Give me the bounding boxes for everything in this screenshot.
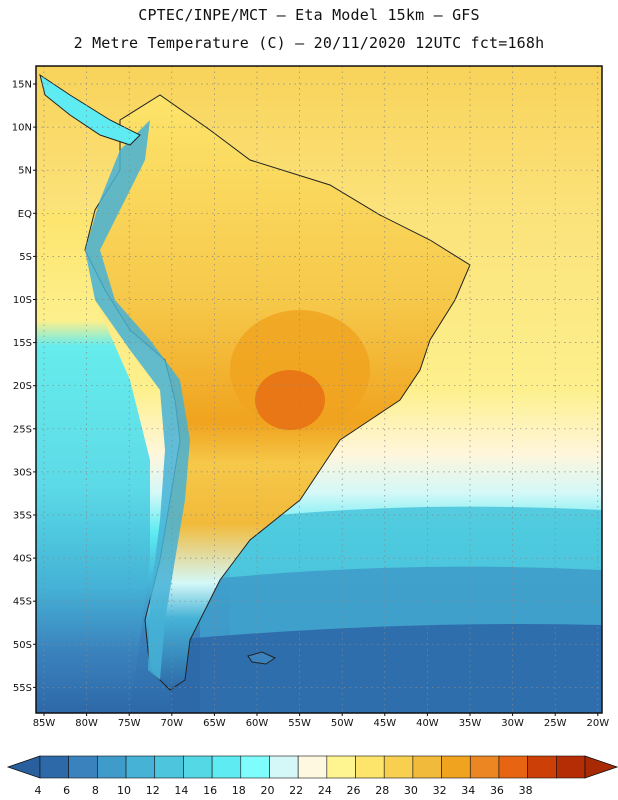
lon-label: 50W [331,718,354,729]
lat-label: 40S [13,554,32,565]
lon-label: 75W [118,718,141,729]
colorbar-label: 34 [461,784,475,797]
colorbar-swatch [469,755,500,779]
colorbar-label: 8 [92,784,99,797]
colorbar-label: 10 [117,784,131,797]
colorbar-label: 6 [63,784,70,797]
map-title: CPTEC/INPE/MCT – Eta Model 15km – GFS [138,6,480,24]
lat-label: 45S [13,597,32,608]
colorbar-label: 22 [289,784,303,797]
lat-label: 15S [13,338,32,349]
colorbar-swatch [183,755,213,779]
colorbar-label: 14 [174,784,188,797]
colorbar-swatch [125,755,156,779]
colorbar-label: 30 [404,784,418,797]
colorbar-swatch [498,755,528,779]
colorbar-swatch [326,755,356,779]
lon-label: 35W [459,718,482,729]
longitude-axis: 85W 80W 75W 70W 65W 60W 55W 50W 45W 40W 35W 30W 25W 2… [33,713,609,729]
colorbar-label: 18 [232,784,246,797]
lon-label: 85W [33,718,56,729]
lat-label: 10S [13,295,32,306]
map-subtitle: 2 Metre Temperature (C) – 20/11/2020 12U… [73,34,545,52]
colorbar-swatch [97,755,127,779]
colorbar-swatch [211,755,242,779]
lon-label: 80W [75,718,98,729]
lat-label: 35S [13,511,32,522]
lat-label: 30S [13,467,32,478]
lon-label: 45W [373,718,396,729]
colorbar-label: 20 [260,784,274,797]
colorbar-label: 36 [490,784,504,797]
colorbar-swatch [441,755,471,779]
lat-label: 15N [12,80,32,91]
lat-label: 25S [13,424,32,435]
colorbar-label: 12 [146,784,160,797]
lon-label: 40W [416,718,439,729]
colorbar-label: 38 [519,784,533,797]
colorbar-swatch [297,755,328,779]
colorbar-label: 26 [347,784,361,797]
lat-label: EQ [18,209,32,220]
lon-label: 65W [203,718,226,729]
colorbar-swatch [556,755,586,779]
lon-label: 20W [586,718,609,729]
colorbar-swatch [39,755,69,779]
colorbar-swatch [68,755,98,779]
colorbar-swatch [412,755,442,779]
lat-label: 55S [13,683,32,694]
colorbar-swatch [527,755,557,779]
colorbar-swatch [154,755,184,779]
latitude-axis: 15N 10N 5N EQ 5S 10S 15S 20S 25S 30S 35S 40S 45S 50S 5… [12,80,36,694]
lon-label: 70W [160,718,183,729]
colorbar-swatch [269,755,299,779]
map-field [36,66,602,713]
lat-label: 10N [12,123,32,134]
colorbar-label: 16 [203,784,217,797]
lat-label: 5S [19,252,32,263]
map-frame [35,65,603,714]
colorbar-swatch [383,755,414,779]
colorbar-label: 4 [35,784,42,797]
colorbar-high-arrow [584,755,618,779]
colorbar-label: 24 [318,784,332,797]
colorbar-swatch [240,755,270,779]
colorbar-label: 32 [433,784,447,797]
lon-label: 55W [288,718,311,729]
colorbar-low-arrow [6,755,41,779]
lat-label: 5N [18,166,32,177]
lat-label: 20S [13,381,32,392]
lon-label: 30W [501,718,524,729]
colorbar-label: 28 [375,784,389,797]
colorbar: 4 6 8 10 12 14 16 18 20 22 24 26 28 30 32 34 36 38 [6,755,618,797]
lat-label: 50S [13,640,32,651]
lon-label: 25W [544,718,567,729]
lon-label: 60W [246,718,269,729]
colorbar-swatch [355,755,385,779]
